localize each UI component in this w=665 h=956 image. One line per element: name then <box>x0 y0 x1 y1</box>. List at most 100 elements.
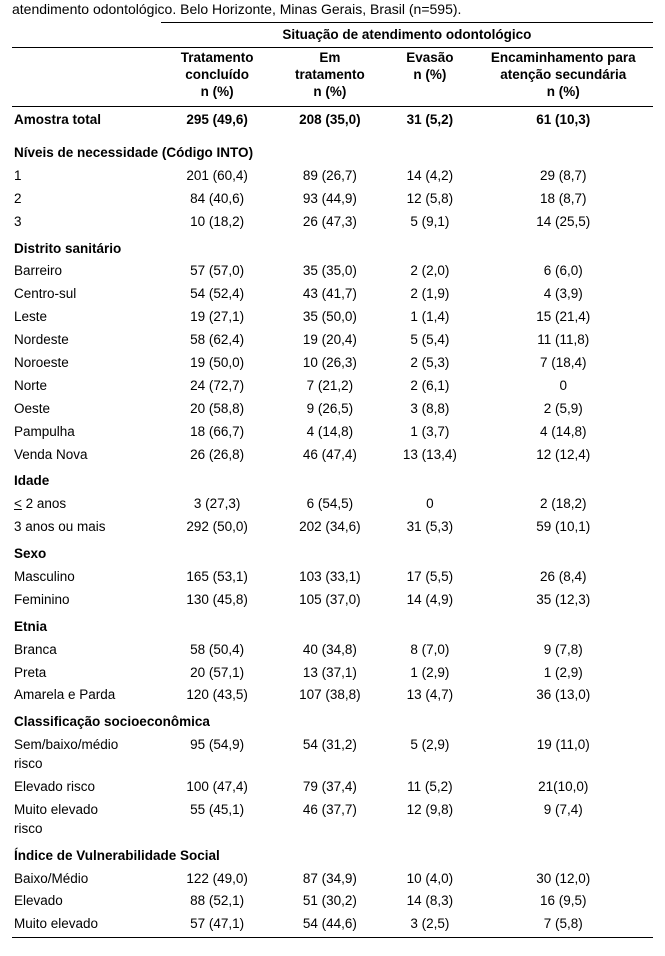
row-label: Elevado <box>12 890 161 913</box>
cell-c1: 165 (53,1) <box>161 566 274 589</box>
cell-c2: 6 (54,5) <box>274 493 387 516</box>
cell-c3: 5 (9,1) <box>386 211 473 234</box>
table-row: Oeste20 (58,8)9 (26,5)3 (8,8)2 (5,9) <box>12 398 653 421</box>
row-label: Amarela e Parda <box>12 684 161 707</box>
cell-c1: 3 (27,3) <box>161 493 274 516</box>
section-header: Classificação socioeconômica <box>12 707 653 734</box>
cell-c2: 46 (37,7) <box>274 799 387 841</box>
col-header-2-line3: n (%) <box>313 84 346 99</box>
row-label: Muito elevadorisco <box>12 799 161 841</box>
cell-c4: 1 (2,9) <box>474 662 654 685</box>
row-label: Preta <box>12 662 161 685</box>
table-row: 310 (18,2)26 (47,3)5 (9,1)14 (25,5) <box>12 211 653 234</box>
cell-c2: 43 (41,7) <box>274 283 387 306</box>
cell-c4: 16 (9,5) <box>474 890 654 913</box>
cell-c4: 9 (7,4) <box>474 799 654 841</box>
cell-c4: 2 (5,9) <box>474 398 654 421</box>
cell-c3: 14 (4,9) <box>386 589 473 612</box>
cell-c2: 54 (31,2) <box>274 734 387 776</box>
row-label: Feminino <box>12 589 161 612</box>
col-header-2-line2: tratamento <box>295 67 365 82</box>
header-blank <box>12 22 161 48</box>
table-container: atendimento odontológico. Belo Horizonte… <box>0 0 665 956</box>
table-row: Nordeste58 (62,4)19 (20,4)5 (5,4)11 (11,… <box>12 329 653 352</box>
cell-c1: 130 (45,8) <box>161 589 274 612</box>
table-row: Muito elevado57 (47,1)54 (44,6)3 (2,5)7 … <box>12 913 653 937</box>
table-row: Elevado risco100 (47,4)79 (37,4)11 (5,2)… <box>12 776 653 799</box>
cell-c2: 51 (30,2) <box>274 890 387 913</box>
cell-c3: 0 <box>386 493 473 516</box>
total-c4: 61 (10,3) <box>474 107 654 138</box>
row-label: Baixo/Médio <box>12 868 161 891</box>
row-label: Nordeste <box>12 329 161 352</box>
cell-c1: 19 (27,1) <box>161 306 274 329</box>
row-label: Sem/baixo/médiorisco <box>12 734 161 776</box>
table-caption: atendimento odontológico. Belo Horizonte… <box>12 0 653 20</box>
row-label: < 2 anos <box>12 493 161 516</box>
cell-c1: 58 (50,4) <box>161 639 274 662</box>
cell-c4: 4 (14,8) <box>474 421 654 444</box>
cell-c2: 105 (37,0) <box>274 589 387 612</box>
cell-c3: 13 (13,4) <box>386 444 473 467</box>
total-label: Amostra total <box>12 107 161 138</box>
cell-c4: 26 (8,4) <box>474 566 654 589</box>
cell-c3: 1 (3,7) <box>386 421 473 444</box>
col-header-3: Evasão n (%) <box>386 48 473 107</box>
cell-c3: 10 (4,0) <box>386 868 473 891</box>
col-header-4-line3: n (%) <box>547 84 580 99</box>
cell-c1: 95 (54,9) <box>161 734 274 776</box>
col-header-4-line2: atenção secundária <box>500 67 626 82</box>
row-label: Noroeste <box>12 352 161 375</box>
table-row: Amarela e Parda120 (43,5)107 (38,8)13 (4… <box>12 684 653 707</box>
cell-c4: 2 (18,2) <box>474 493 654 516</box>
cell-c1: 292 (50,0) <box>161 516 274 539</box>
cell-c4: 30 (12,0) <box>474 868 654 891</box>
table-row: Noroeste19 (50,0)10 (26,3)2 (5,3)7 (18,4… <box>12 352 653 375</box>
total-c1: 295 (49,6) <box>161 107 274 138</box>
cell-c2: 35 (35,0) <box>274 260 387 283</box>
table-row: Leste19 (27,1)35 (50,0)1 (1,4)15 (21,4) <box>12 306 653 329</box>
col-header-4: Encaminhamento para atenção secundária n… <box>474 48 654 107</box>
cell-c1: 88 (52,1) <box>161 890 274 913</box>
cell-c4: 35 (12,3) <box>474 589 654 612</box>
section-header: Idade <box>12 466 653 493</box>
cell-c4: 12 (12,4) <box>474 444 654 467</box>
cell-c2: 9 (26,5) <box>274 398 387 421</box>
cell-c3: 11 (5,2) <box>386 776 473 799</box>
cell-c3: 12 (9,8) <box>386 799 473 841</box>
cell-c2: 202 (34,6) <box>274 516 387 539</box>
table-row: 284 (40,6)93 (44,9)12 (5,8)18 (8,7) <box>12 188 653 211</box>
row-label: Venda Nova <box>12 444 161 467</box>
table-row: Baixo/Médio122 (49,0)87 (34,9)10 (4,0)30… <box>12 868 653 891</box>
col-header-1-line1: Tratamento <box>181 50 254 65</box>
cell-c1: 54 (52,4) <box>161 283 274 306</box>
cell-c3: 1 (2,9) <box>386 662 473 685</box>
cell-c3: 2 (6,1) <box>386 375 473 398</box>
cell-c3: 5 (2,9) <box>386 734 473 776</box>
cell-c1: 201 (60,4) <box>161 165 274 188</box>
cell-c2: 79 (37,4) <box>274 776 387 799</box>
header-group: Situação de atendimento odontológico <box>161 22 653 48</box>
col-header-label <box>12 48 161 107</box>
col-header-2: Em tratamento n (%) <box>274 48 387 107</box>
cell-c3: 17 (5,5) <box>386 566 473 589</box>
cell-c2: 40 (34,8) <box>274 639 387 662</box>
row-label: Muito elevado <box>12 913 161 937</box>
table-row: Muito elevadorisco55 (45,1)46 (37,7)12 (… <box>12 799 653 841</box>
section-header: Níveis de necessidade (Código INTO) <box>12 138 653 165</box>
col-header-1-line3: n (%) <box>201 84 234 99</box>
row-label: 3 <box>12 211 161 234</box>
table-row: < 2 anos3 (27,3)6 (54,5)02 (18,2) <box>12 493 653 516</box>
cell-c1: 20 (58,8) <box>161 398 274 421</box>
cell-c3: 14 (8,3) <box>386 890 473 913</box>
cell-c4: 7 (5,8) <box>474 913 654 937</box>
cell-c1: 26 (26,8) <box>161 444 274 467</box>
table-row: Norte24 (72,7)7 (21,2)2 (6,1)0 <box>12 375 653 398</box>
cell-c4: 29 (8,7) <box>474 165 654 188</box>
table-row: Centro-sul54 (52,4)43 (41,7)2 (1,9)4 (3,… <box>12 283 653 306</box>
cell-c2: 7 (21,2) <box>274 375 387 398</box>
total-c2: 208 (35,0) <box>274 107 387 138</box>
cell-c4: 59 (10,1) <box>474 516 654 539</box>
row-label: 3 anos ou mais <box>12 516 161 539</box>
cell-c4: 6 (6,0) <box>474 260 654 283</box>
